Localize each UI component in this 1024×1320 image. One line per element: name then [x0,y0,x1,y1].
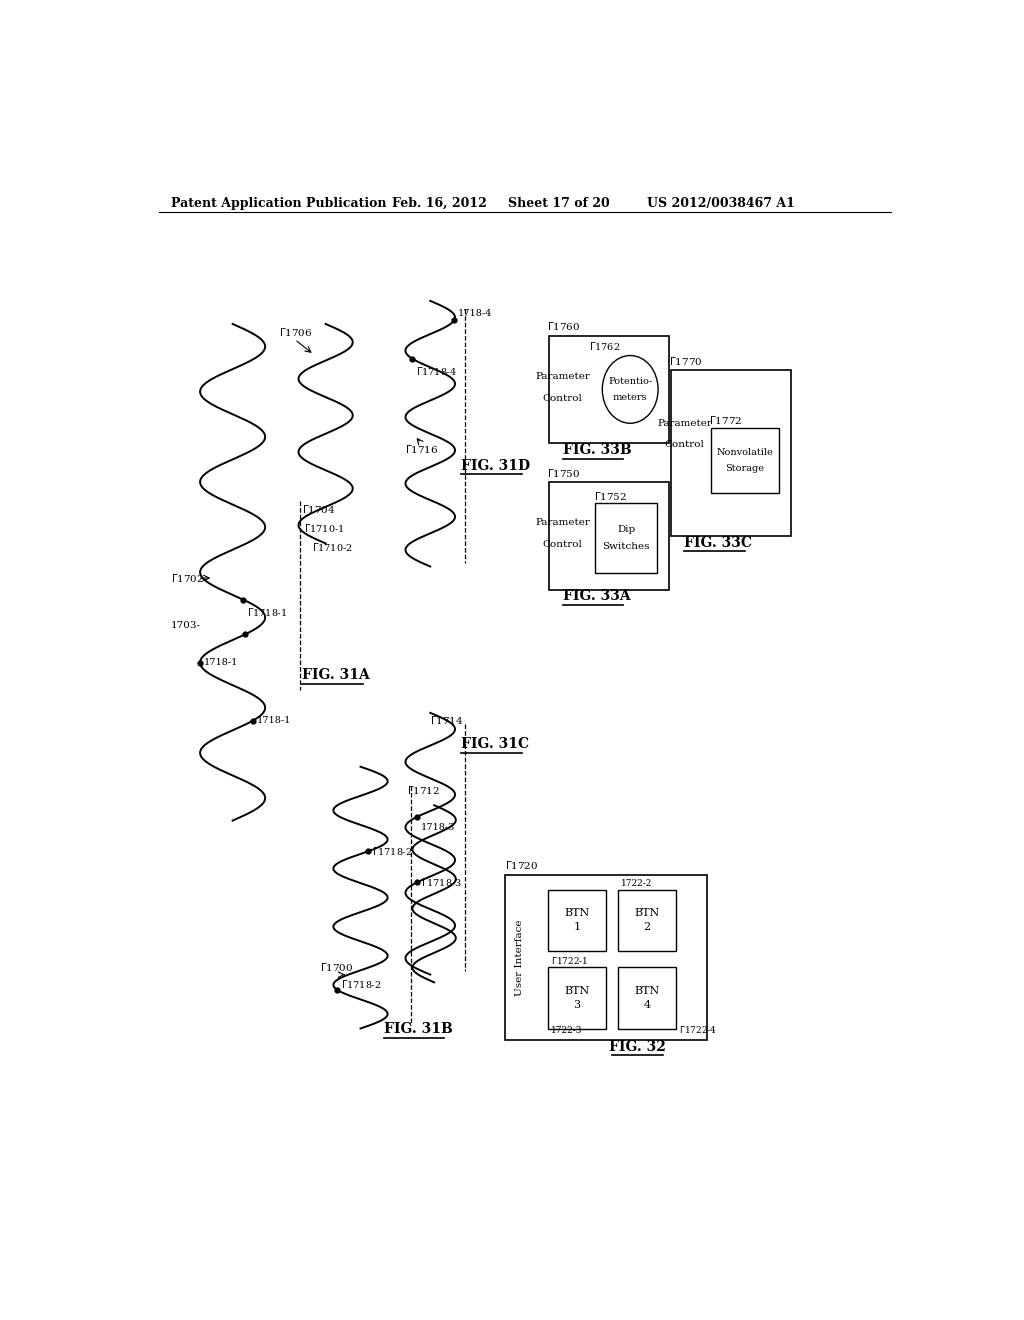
Text: meters: meters [613,392,647,401]
Text: $\mathsf{\Gamma}$1772: $\mathsf{\Gamma}$1772 [710,414,742,426]
Text: $\mathsf{\Gamma}$1710-2: $\mathsf{\Gamma}$1710-2 [311,541,352,553]
Text: Control: Control [543,393,583,403]
Text: Control: Control [665,440,705,449]
Text: User Interface: User Interface [515,919,524,995]
Text: $\mathsf{\Gamma}$1702: $\mathsf{\Gamma}$1702 [171,572,204,583]
Text: Potentio-: Potentio- [608,378,652,387]
Bar [549,482,669,590]
Text: BTN: BTN [564,986,590,995]
Bar [671,370,791,536]
Text: $\mathsf{\Gamma}$1700: $\mathsf{\Gamma}$1700 [321,961,353,973]
Text: $\mathsf{\Gamma}$1750: $\mathsf{\Gamma}$1750 [547,466,581,479]
Text: $\mathsf{\Gamma}$1718-2: $\mathsf{\Gamma}$1718-2 [372,845,413,858]
Text: $\mathsf{\Gamma}$1718-1: $\mathsf{\Gamma}$1718-1 [247,606,288,618]
Text: 1722-2: 1722-2 [621,879,652,888]
Text: $\mathsf{\Gamma}$1752: $\mathsf{\Gamma}$1752 [594,490,627,502]
Text: $\mathsf{\Gamma}$1720: $\mathsf{\Gamma}$1720 [506,859,539,871]
Text: $\mathsf{\Gamma}$1714: $\mathsf{\Gamma}$1714 [430,714,464,726]
Text: 1718-1: 1718-1 [257,715,292,725]
Text: FIG. 33B: FIG. 33B [563,444,632,457]
Bar [617,966,676,1028]
Text: FIG. 32: FIG. 32 [608,1040,666,1053]
Text: $\mathsf{\Gamma}$1712: $\mathsf{\Gamma}$1712 [407,784,440,796]
Bar [548,966,606,1028]
Text: 1718-3: 1718-3 [421,822,456,832]
Text: 2: 2 [643,923,650,932]
Ellipse shape [602,355,658,424]
Bar [549,335,669,444]
Text: US 2012/0038467 A1: US 2012/0038467 A1 [647,197,795,210]
Text: FIG. 31C: FIG. 31C [461,738,529,751]
Text: FIG. 31A: FIG. 31A [302,668,370,682]
Text: Parameter: Parameter [657,418,712,428]
Text: 4: 4 [643,999,650,1010]
Text: FIG. 31B: FIG. 31B [384,1022,453,1036]
Text: 1703-: 1703- [171,622,201,631]
Text: Storage: Storage [725,463,764,473]
Bar [595,503,657,573]
Text: FIG. 33C: FIG. 33C [684,536,753,549]
Text: Dip: Dip [617,525,636,535]
Text: $\mathsf{\Gamma}$1710-1: $\mathsf{\Gamma}$1710-1 [304,521,344,535]
Text: Feb. 16, 2012: Feb. 16, 2012 [391,197,486,210]
Text: Nonvolatile: Nonvolatile [717,449,773,457]
Text: $\mathsf{\Gamma}$1760: $\mathsf{\Gamma}$1760 [547,321,581,333]
Text: 1718-1: 1718-1 [204,659,239,667]
Text: Parameter: Parameter [536,372,590,381]
Text: $\mathsf{\Gamma}$1706: $\mathsf{\Gamma}$1706 [280,326,312,338]
Text: FIG. 33A: FIG. 33A [563,590,631,603]
Text: $\mathsf{\Gamma}$1722-1: $\mathsf{\Gamma}$1722-1 [551,956,589,966]
Text: $\mathsf{\Gamma}$1718-2: $\mathsf{\Gamma}$1718-2 [341,978,382,990]
Text: Control: Control [543,540,583,549]
Text: 3: 3 [573,999,581,1010]
Text: $\mathsf{\Gamma}$1722-4: $\mathsf{\Gamma}$1722-4 [679,1024,718,1035]
Text: $\mathsf{\Gamma}$1716: $\mathsf{\Gamma}$1716 [406,444,439,455]
Text: $\mathsf{\Gamma}$1770: $\mathsf{\Gamma}$1770 [669,355,702,367]
Text: Patent Application Publication: Patent Application Publication [171,197,386,210]
Text: FIG. 31D: FIG. 31D [461,458,530,473]
Bar [548,890,606,952]
Text: 1722-3: 1722-3 [551,1026,583,1035]
Text: $\mathsf{\Gamma}$1704: $\mathsf{\Gamma}$1704 [302,503,336,515]
Bar [617,890,676,952]
Text: 1718-4: 1718-4 [458,309,493,318]
Text: BTN: BTN [634,986,659,995]
Text: 1: 1 [573,923,581,932]
Text: BTN: BTN [564,908,590,919]
Text: $\mathsf{\Gamma}$1718-3: $\mathsf{\Gamma}$1718-3 [421,876,462,888]
Text: $\mathsf{\Gamma}$1718-4: $\mathsf{\Gamma}$1718-4 [416,364,457,376]
Text: $\mathsf{\Gamma}$1762: $\mathsf{\Gamma}$1762 [589,341,621,352]
Text: Switches: Switches [602,541,650,550]
Bar [711,428,779,494]
Text: Parameter: Parameter [536,519,590,527]
Text: Sheet 17 of 20: Sheet 17 of 20 [508,197,609,210]
Bar [506,875,707,1040]
Text: BTN: BTN [634,908,659,919]
